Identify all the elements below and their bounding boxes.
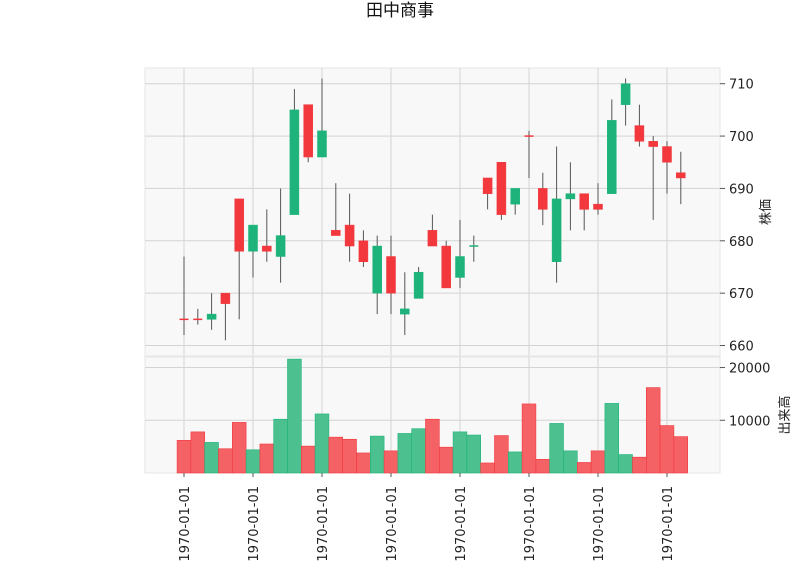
volume-bar: [549, 423, 564, 474]
volume-bar: [645, 387, 661, 474]
price-tick-label: 700: [729, 130, 754, 145]
candle-body: [248, 224, 258, 252]
candle-body: [220, 292, 231, 304]
price-tick-label: 660: [729, 340, 754, 355]
candle-body: [579, 193, 589, 210]
candle-body: [358, 240, 369, 262]
candle-body: [400, 308, 410, 315]
candle-body: [565, 193, 576, 200]
candle-body: [344, 224, 355, 247]
chart-title: 田中商事: [366, 1, 434, 21]
volume-bar: [590, 450, 606, 474]
volume-bar: [494, 435, 509, 474]
volume-axis-label: 出来高: [777, 395, 793, 434]
candle-body: [441, 245, 451, 289]
volume-bar: [369, 435, 385, 474]
candle-body: [317, 130, 327, 158]
candle-body: [482, 177, 493, 194]
volume-bar: [232, 422, 247, 474]
x-tick-label: 1970-01-01: [523, 486, 538, 562]
candle-body: [607, 120, 617, 194]
volume-bar: [535, 458, 551, 474]
volume-bar: [576, 462, 592, 474]
volume-bar: [314, 413, 330, 474]
candle-body: [427, 230, 438, 247]
volume-bar: [659, 425, 675, 474]
price-tick-label: 670: [729, 287, 754, 302]
candle-body: [593, 203, 603, 210]
volume-panel: 10000 20000 1970-01-01 1970-01-01 1970-01-01…: [144, 356, 770, 562]
candle-body: [331, 230, 341, 236]
price-tick-label: 710: [729, 78, 754, 93]
volume-tick-label: 20000: [729, 362, 770, 377]
volume-bar: [480, 462, 495, 474]
volume-tick-label: 10000: [729, 414, 770, 429]
volume-bar: [218, 448, 233, 474]
volume-bar: [176, 440, 192, 474]
candle-body: [234, 198, 244, 252]
price-plot-background: [144, 67, 721, 357]
candle-body: [634, 125, 645, 142]
volume-bar: [300, 445, 316, 474]
volume-bar: [287, 358, 302, 474]
candle-body: [551, 198, 562, 262]
volume-bar: [356, 452, 371, 474]
volume-bar: [204, 442, 219, 474]
volume-bar: [507, 451, 523, 474]
candle-body: [648, 141, 658, 147]
volume-bar: [425, 418, 440, 474]
price-tick-label: 680: [729, 235, 754, 250]
candle-body: [662, 146, 672, 163]
candle-body: [496, 162, 507, 215]
volume-bar: [466, 434, 481, 474]
candle-body: [413, 271, 424, 299]
volume-bar: [438, 446, 454, 474]
volume-bar: [411, 428, 426, 474]
x-tick-label: 1970-01-01: [661, 486, 676, 562]
x-tick-label: 1970-01-01: [454, 486, 469, 562]
price-tick-label: 690: [729, 182, 754, 197]
volume-bar: [328, 436, 343, 474]
volume-bar: [397, 433, 412, 474]
candle-body: [303, 104, 313, 158]
x-tick-label: 1970-01-01: [316, 486, 331, 562]
candle-body: [620, 83, 631, 105]
volume-bar: [618, 454, 633, 474]
volume-bar: [521, 403, 537, 474]
x-tick-label: 1970-01-01: [178, 486, 193, 562]
volume-bar: [604, 403, 620, 474]
candle-body: [372, 245, 382, 294]
candle-body: [538, 188, 548, 210]
volume-bar: [452, 431, 468, 474]
price-panel: 660 670 680 690 700 710: [144, 67, 754, 357]
candle-body: [455, 256, 465, 278]
volume-bar: [259, 443, 274, 474]
candle-body: [676, 172, 686, 179]
x-tick-label: 1970-01-01: [385, 486, 400, 562]
candle-body: [206, 313, 217, 320]
volume-bar: [245, 449, 261, 474]
candle-body: [289, 109, 300, 215]
volume-bar: [383, 450, 399, 474]
candle-body: [275, 235, 286, 257]
candle-body: [510, 188, 520, 205]
volume-bar: [563, 450, 578, 474]
volume-bar: [342, 438, 357, 474]
x-tick-label: 1970-01-01: [247, 486, 262, 562]
volume-bar: [273, 418, 288, 474]
x-tick-label: 1970-01-01: [592, 486, 607, 562]
price-axis-label: 株価: [759, 199, 774, 225]
volume-bar: [632, 456, 647, 474]
volume-bar: [673, 436, 689, 474]
volume-bar: [190, 431, 205, 474]
candle-body: [262, 245, 272, 252]
candle-body: [386, 256, 396, 294]
